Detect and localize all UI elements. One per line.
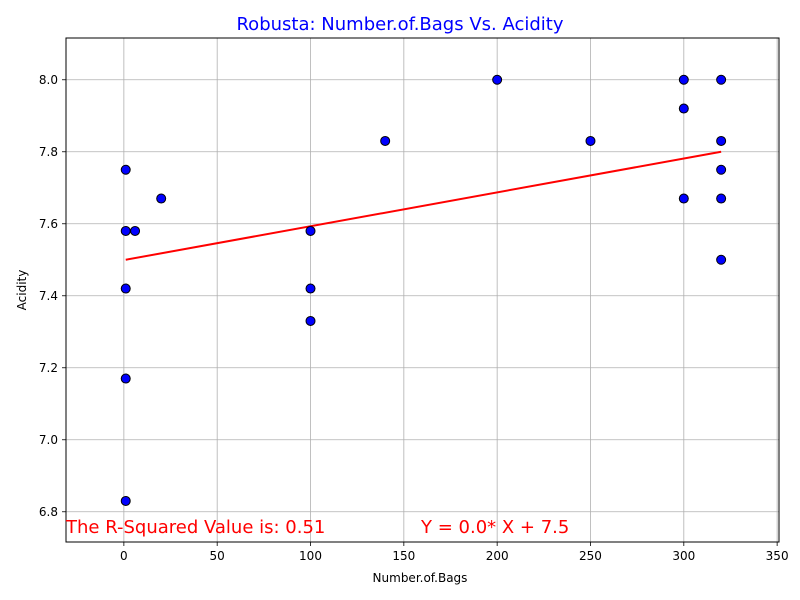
x-tick-label: 200 <box>486 549 509 563</box>
x-tick-label: 300 <box>672 549 695 563</box>
regression-line <box>125 150 722 261</box>
y-tick-label: 7.2 <box>39 361 58 375</box>
data-point <box>678 74 689 85</box>
x-ticks: 0 50 100 150 200 250 300 350 <box>120 542 789 563</box>
y-tick-label: 7.6 <box>39 217 58 231</box>
regression-equation-annotation: Y = 0.0* X + 7.5 <box>420 517 569 538</box>
x-tick-label: 150 <box>392 549 415 563</box>
regression-line-group <box>125 150 722 261</box>
data-point <box>492 74 503 85</box>
y-tick-label: 6.8 <box>39 505 58 519</box>
y-tick-label: 7.8 <box>39 145 58 159</box>
data-point <box>156 193 167 204</box>
data-point <box>120 495 131 506</box>
data-point <box>120 283 131 294</box>
y-tick-label: 7.4 <box>39 289 58 303</box>
data-point <box>716 164 727 175</box>
data-point <box>305 225 316 236</box>
y-axis-label: Acidity <box>15 270 29 311</box>
data-point <box>120 373 131 384</box>
plot-frame <box>65 37 780 543</box>
y-tick-label: 8.0 <box>39 73 58 87</box>
data-point <box>716 74 727 85</box>
data-point <box>130 225 141 236</box>
x-tick-label: 350 <box>766 549 789 563</box>
data-point <box>305 315 316 326</box>
x-tick-label: 0 <box>120 549 128 563</box>
data-point <box>716 193 727 204</box>
r-squared-annotation: The R-Squared Value is: 0.51 <box>65 517 325 538</box>
data-point <box>585 135 596 146</box>
y-ticks: 6.8 7.0 7.2 7.4 7.6 7.8 8.0 <box>39 73 66 519</box>
y-tick-label: 7.0 <box>39 433 58 447</box>
x-tick-label: 250 <box>579 549 602 563</box>
data-point <box>120 164 131 175</box>
data-point <box>716 254 727 265</box>
data-point <box>305 283 316 294</box>
data-point <box>380 135 391 146</box>
x-axis-label: Number.of.Bags <box>373 571 468 585</box>
data-point <box>678 103 689 114</box>
data-points <box>120 74 727 506</box>
data-point <box>120 225 131 236</box>
x-tick-label: 100 <box>299 549 322 563</box>
chart-title: Robusta: Number.of.Bags Vs. Acidity <box>236 14 563 35</box>
data-point <box>678 193 689 204</box>
data-point <box>716 135 727 146</box>
x-tick-label: 50 <box>210 549 225 563</box>
grid <box>66 38 779 542</box>
